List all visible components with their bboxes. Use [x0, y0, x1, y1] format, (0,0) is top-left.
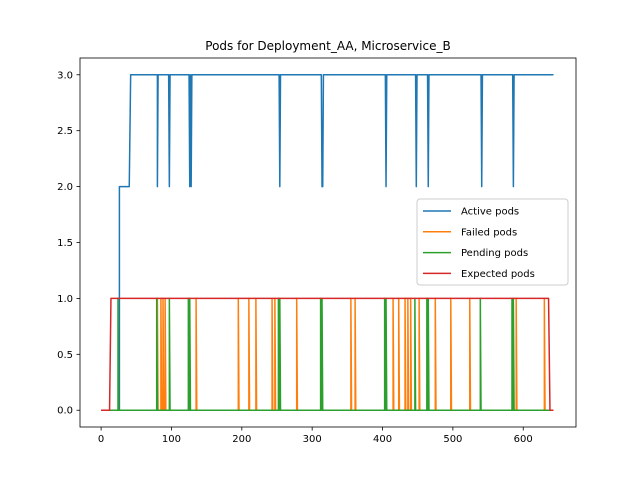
series-layer — [101, 74, 554, 411]
legend-label: Active pods — [461, 207, 519, 218]
x-tick-label: 600 — [514, 434, 533, 445]
legend-label: Failed pods — [461, 227, 517, 238]
x-tick-label: 100 — [162, 434, 181, 445]
x-tick-label: 300 — [303, 434, 322, 445]
x-tick-label: 400 — [373, 434, 392, 445]
legend-label: Expected pods — [461, 269, 535, 280]
y-tick-label: 3.0 — [57, 70, 73, 81]
y-tick-label: 0.0 — [57, 406, 73, 417]
y-axis: 0.0 0.5 1.0 1.5 2.0 2.5 3.0 — [57, 70, 80, 417]
y-tick-label: 2.5 — [57, 126, 73, 137]
legend-box — [416, 198, 569, 286]
y-tick-label: 0.5 — [57, 350, 73, 361]
series-line-expected-pods — [101, 297, 554, 411]
x-axis: 0 100 200 300 400 500 600 — [98, 427, 533, 445]
chart-title: Pods for Deployment_AA, Microservice_B — [205, 39, 450, 53]
y-tick-label: 1.0 — [57, 294, 73, 305]
legend: Active pods Failed pods Pending pods Expect… — [416, 198, 569, 286]
series-line-active-pods — [101, 74, 554, 411]
y-tick-label: 2.0 — [57, 182, 73, 193]
x-tick-label: 500 — [443, 434, 462, 445]
legend-label: Pending pods — [461, 248, 528, 259]
y-tick-label: 1.5 — [57, 238, 73, 249]
x-tick-label: 200 — [232, 434, 251, 445]
x-tick-label: 0 — [98, 434, 104, 445]
